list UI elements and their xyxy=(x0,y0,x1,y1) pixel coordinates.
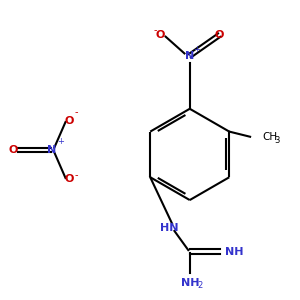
Text: O: O xyxy=(64,116,74,126)
Text: 2: 2 xyxy=(197,281,203,290)
Text: O: O xyxy=(64,174,74,184)
Text: +: + xyxy=(193,45,200,54)
Text: O: O xyxy=(156,30,165,40)
Text: HN: HN xyxy=(160,223,178,233)
Text: O: O xyxy=(8,145,18,155)
Text: 3: 3 xyxy=(274,136,280,145)
Text: -: - xyxy=(74,170,78,180)
Text: -: - xyxy=(74,107,78,117)
Text: -: - xyxy=(153,25,157,35)
Text: O: O xyxy=(214,30,224,40)
Text: +: + xyxy=(57,137,64,146)
Text: N: N xyxy=(47,145,56,155)
Text: N: N xyxy=(185,51,194,61)
Text: NH: NH xyxy=(181,278,199,288)
Text: NH: NH xyxy=(225,247,244,256)
Text: CH: CH xyxy=(262,132,277,142)
